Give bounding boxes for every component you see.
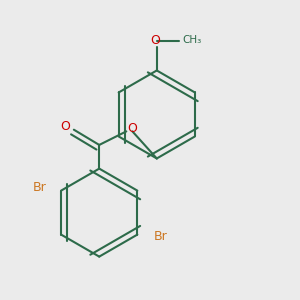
Text: Br: Br [154,230,167,243]
Text: O: O [61,120,70,133]
Text: CH₃: CH₃ [182,35,201,45]
Text: Br: Br [32,181,46,194]
Text: O: O [128,122,137,135]
Text: O: O [150,34,160,47]
